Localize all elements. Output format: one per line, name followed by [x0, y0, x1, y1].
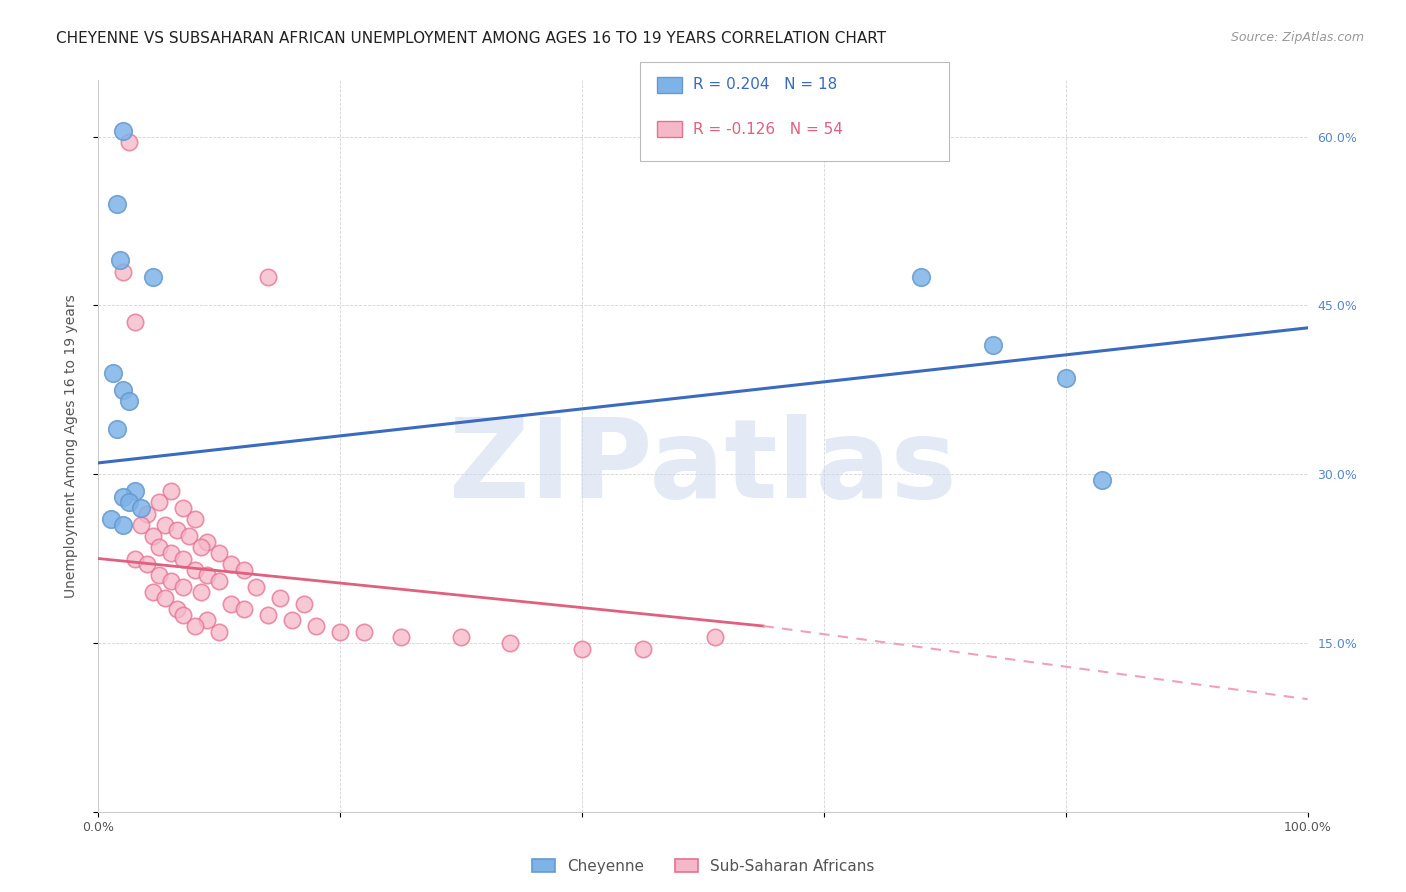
Point [142, 529, 165, 543]
Point [142, 270, 165, 285]
Point [166, 602, 188, 616]
Point [910, 270, 932, 285]
Point [208, 574, 231, 588]
Point [105, 422, 128, 436]
Point [195, 614, 218, 628]
Point [100, 512, 122, 526]
Point [105, 197, 128, 211]
Text: CHEYENNE VS SUBSAHARAN AFRICAN UNEMPLOYMENT AMONG AGES 16 TO 19 YEARS CORRELATIO: CHEYENNE VS SUBSAHARAN AFRICAN UNEMPLOYM… [56, 31, 886, 46]
Point [450, 630, 472, 644]
Point [184, 512, 207, 526]
Point [153, 517, 176, 532]
Point [148, 541, 170, 555]
Y-axis label: Unemployment Among Ages 16 to 19 years: Unemployment Among Ages 16 to 19 years [63, 294, 77, 598]
Point [281, 614, 304, 628]
Point [172, 580, 194, 594]
Point [184, 563, 207, 577]
Point [292, 597, 315, 611]
Point [245, 580, 267, 594]
Point [160, 574, 183, 588]
Point [124, 315, 146, 329]
Point [329, 624, 352, 639]
Point [256, 270, 278, 285]
Point [111, 517, 134, 532]
Point [208, 546, 231, 560]
Point [118, 495, 141, 509]
Point [172, 607, 194, 622]
Text: Source: ZipAtlas.com: Source: ZipAtlas.com [1230, 31, 1364, 45]
Point [631, 641, 654, 656]
Point [184, 619, 207, 633]
Point [118, 135, 141, 149]
Point [160, 546, 183, 560]
Point [111, 264, 134, 278]
Point [172, 551, 194, 566]
Point [111, 490, 134, 504]
Point [221, 597, 243, 611]
Point [571, 641, 593, 656]
Text: R = -0.126   N = 54: R = -0.126 N = 54 [693, 122, 844, 136]
Point [1054, 371, 1077, 385]
Text: R = 0.204   N = 18: R = 0.204 N = 18 [693, 78, 838, 92]
Point [108, 253, 131, 268]
Point [118, 394, 141, 409]
Point [124, 483, 146, 498]
Point [232, 563, 254, 577]
Legend: Cheyenne, Sub-Saharan Africans: Cheyenne, Sub-Saharan Africans [526, 853, 880, 880]
Point [135, 557, 157, 571]
Point [142, 585, 165, 599]
Point [111, 383, 134, 397]
Point [221, 557, 243, 571]
Point [208, 624, 231, 639]
Point [179, 529, 201, 543]
Point [166, 524, 188, 538]
Text: ZIPatlas: ZIPatlas [449, 415, 957, 522]
Point [498, 636, 520, 650]
Point [135, 507, 157, 521]
Point [190, 585, 212, 599]
Point [195, 568, 218, 582]
Point [305, 619, 328, 633]
Point [148, 495, 170, 509]
Point [101, 366, 124, 380]
Point [269, 591, 291, 605]
Point [172, 500, 194, 515]
Point [153, 591, 176, 605]
Point [389, 630, 412, 644]
Point [232, 602, 254, 616]
Point [111, 124, 134, 138]
Point [160, 483, 183, 498]
Point [981, 337, 1004, 351]
Point [129, 517, 152, 532]
Point [195, 534, 218, 549]
Point [129, 500, 152, 515]
Point [124, 551, 146, 566]
Point [1091, 473, 1114, 487]
Point [256, 607, 278, 622]
Point [148, 568, 170, 582]
Point [190, 541, 212, 555]
Point [353, 624, 375, 639]
Point [704, 630, 727, 644]
